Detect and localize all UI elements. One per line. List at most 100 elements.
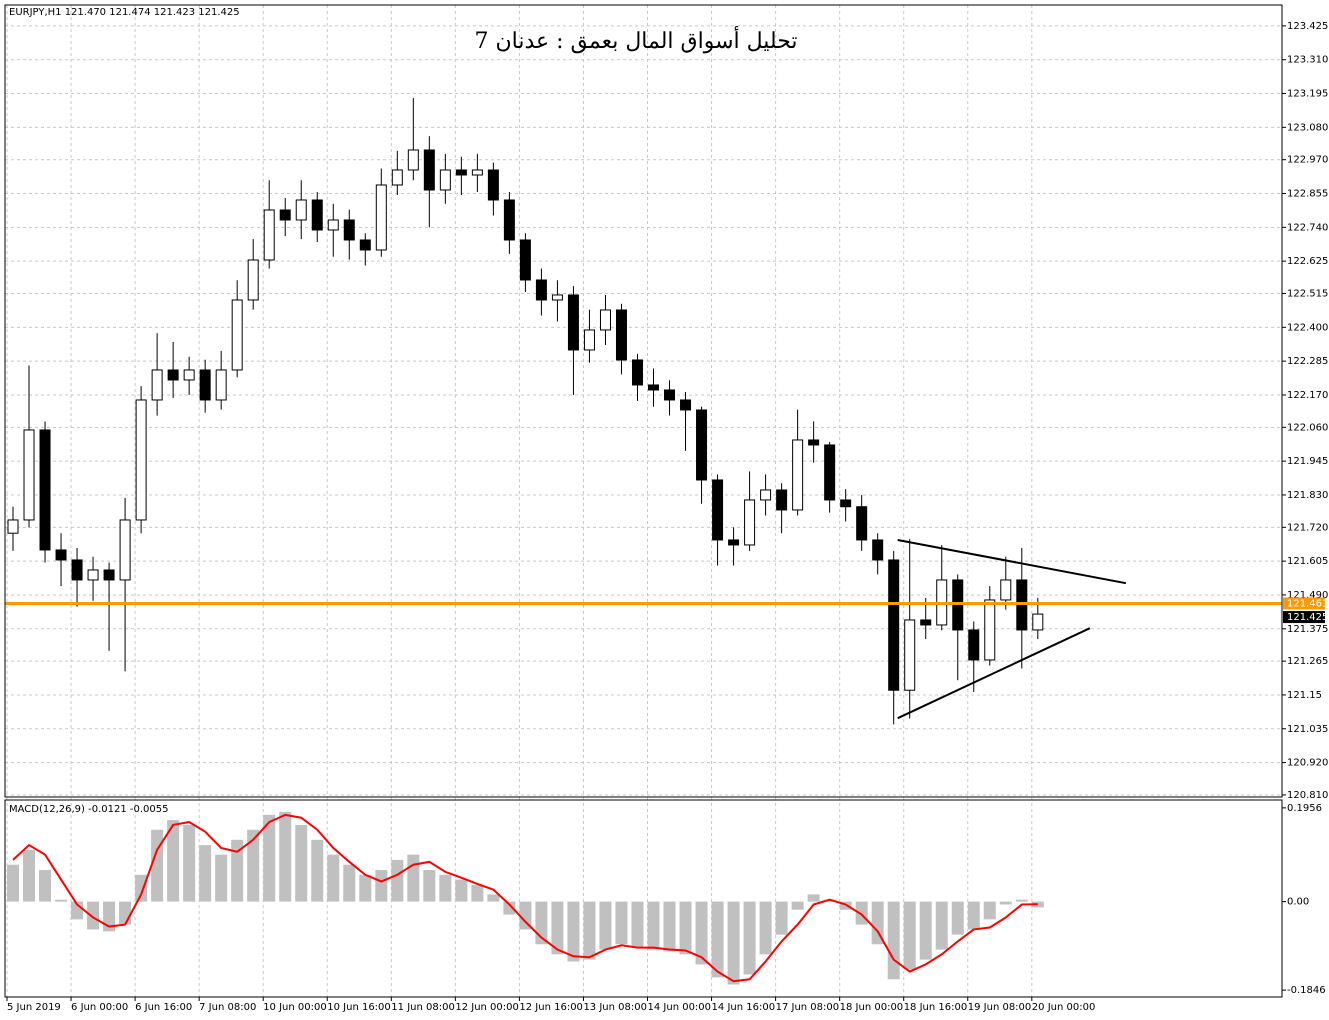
x-tick-label: 6 Jun 00:00 bbox=[71, 1002, 128, 1013]
y-tick-label: 122.400 bbox=[1287, 322, 1328, 333]
candle-body bbox=[808, 439, 820, 446]
macd-histogram-bar bbox=[151, 829, 164, 902]
candle-body bbox=[503, 199, 515, 241]
x-tick-label: 10 Jun 00:00 bbox=[263, 1002, 327, 1013]
y-tick-label: 123.080 bbox=[1287, 122, 1328, 133]
macd-histogram-bar bbox=[503, 901, 516, 915]
candle-body bbox=[391, 169, 403, 186]
macd-histogram-bar bbox=[919, 901, 932, 960]
candle-body bbox=[279, 209, 291, 221]
candle-body bbox=[295, 199, 307, 221]
candle-body bbox=[856, 506, 868, 541]
candle-body bbox=[664, 389, 676, 401]
candle-body bbox=[904, 619, 916, 691]
macd-histogram-bar bbox=[311, 839, 324, 902]
grid bbox=[5, 5, 1282, 997]
y-tick-label: 121.375 bbox=[1287, 624, 1328, 635]
x-tick-label: 14 Jun 16:00 bbox=[712, 1002, 776, 1013]
macd-signal-line bbox=[12, 813, 1038, 983]
candle-body bbox=[968, 629, 980, 661]
candle-body bbox=[407, 149, 419, 171]
candle-body bbox=[920, 619, 932, 626]
y-tick-label: 122.060 bbox=[1287, 422, 1328, 433]
macd-histogram-bar bbox=[951, 901, 964, 935]
candle-body bbox=[840, 499, 852, 508]
macd-histogram-bar bbox=[999, 901, 1012, 905]
y-tick-label: 121.830 bbox=[1287, 490, 1328, 501]
macd-histogram-bar bbox=[807, 894, 820, 902]
y-tick-label: 120.810 bbox=[1287, 790, 1328, 801]
candle-body bbox=[728, 539, 740, 546]
x-tick-label: 12 Jun 16:00 bbox=[519, 1002, 583, 1013]
candle-body bbox=[135, 399, 147, 521]
y-tick-label: 122.855 bbox=[1287, 189, 1328, 200]
candle-body bbox=[231, 299, 243, 371]
candle-body bbox=[648, 384, 660, 391]
y-tick-label: 0.1956 bbox=[1287, 803, 1322, 814]
candle-body bbox=[792, 439, 804, 511]
labels: 123.425 123.310 123.195 123.080 122.970 122.8… bbox=[6, 21, 1328, 1013]
x-tick-label: 12 Jun 00:00 bbox=[455, 1002, 519, 1013]
macd-histogram-bar bbox=[391, 859, 404, 902]
macd-histogram-bar bbox=[519, 901, 532, 930]
y-tick-label: 121.720 bbox=[1287, 522, 1328, 533]
x-tick-label: 6 Jun 16:00 bbox=[135, 1002, 192, 1013]
macd-histogram-bar bbox=[215, 854, 228, 902]
x-tick-label: 10 Jun 16:00 bbox=[327, 1002, 391, 1013]
chart-title: تحليل أسواق المال بعمق : عدنان 7 bbox=[474, 25, 797, 54]
candle-body bbox=[359, 239, 371, 251]
macd-histogram-bar bbox=[471, 884, 484, 902]
last-price-label: 121.425 bbox=[1287, 612, 1328, 623]
price-line-box bbox=[1283, 597, 1325, 610]
macd-histogram-bar bbox=[135, 874, 148, 902]
trend-line bbox=[897, 627, 1091, 720]
macd-panel bbox=[4, 799, 1283, 998]
macd-histogram-bar bbox=[327, 854, 340, 902]
candle-body bbox=[583, 329, 595, 351]
macd-histogram-bar bbox=[839, 901, 852, 910]
x-tick-label: 11 Jun 08:00 bbox=[391, 1002, 455, 1013]
marks bbox=[5, 97, 1282, 985]
macd-histogram-bar bbox=[343, 864, 356, 902]
macd-histogram-bar bbox=[247, 829, 260, 902]
y-tick-label: 120.920 bbox=[1287, 758, 1328, 769]
macd-label: MACD(12,26,9) -0.0121 -0.0055 bbox=[9, 804, 169, 815]
y-tick-label: 122.515 bbox=[1287, 289, 1328, 300]
macd-histogram-bar bbox=[615, 901, 628, 945]
macd-histogram-bar bbox=[647, 901, 660, 950]
macd-histogram-bar bbox=[263, 814, 276, 902]
candle-body bbox=[535, 279, 547, 301]
macd-histogram-bar bbox=[439, 874, 452, 902]
x-tick-label: 7 Jun 08:00 bbox=[199, 1002, 256, 1013]
y-tick-label: 122.970 bbox=[1287, 155, 1328, 166]
macd-histogram-bar bbox=[711, 901, 724, 978]
candle-body bbox=[183, 369, 195, 381]
candle-body bbox=[167, 369, 179, 381]
y-tick-label: 121.265 bbox=[1287, 656, 1328, 667]
macd-histogram-bar bbox=[727, 901, 740, 985]
last-price-box bbox=[1283, 611, 1325, 624]
candle-body bbox=[567, 294, 579, 351]
macd-histogram-bar bbox=[231, 839, 244, 902]
candle-body bbox=[455, 169, 467, 176]
macd-histogram-bar bbox=[679, 901, 692, 955]
macd-histogram-bar bbox=[167, 820, 180, 902]
macd-histogram-bar bbox=[855, 901, 868, 925]
macd-histogram-bar bbox=[119, 901, 132, 925]
macd-histogram-bar bbox=[1015, 899, 1028, 902]
macd-histogram-bar bbox=[695, 901, 708, 965]
macd-histogram-bar bbox=[359, 874, 372, 902]
x-tick-label: 20 Jun 00:00 bbox=[1032, 1002, 1096, 1013]
candle-body bbox=[487, 169, 499, 201]
macd-histogram-bar bbox=[631, 901, 644, 948]
candle-body bbox=[760, 489, 772, 501]
y-tick-label: 123.310 bbox=[1287, 55, 1328, 66]
candle-body bbox=[551, 294, 563, 301]
macd-histogram-bar bbox=[871, 901, 884, 945]
macd-histogram-bar bbox=[199, 845, 212, 902]
y-tick-label: 122.625 bbox=[1287, 256, 1328, 267]
macd-histogram-bar bbox=[791, 901, 804, 910]
x-tick-label: 14 Jun 00:00 bbox=[648, 1002, 712, 1013]
x-tick-label: 5 Jun 2019 bbox=[7, 1002, 61, 1013]
